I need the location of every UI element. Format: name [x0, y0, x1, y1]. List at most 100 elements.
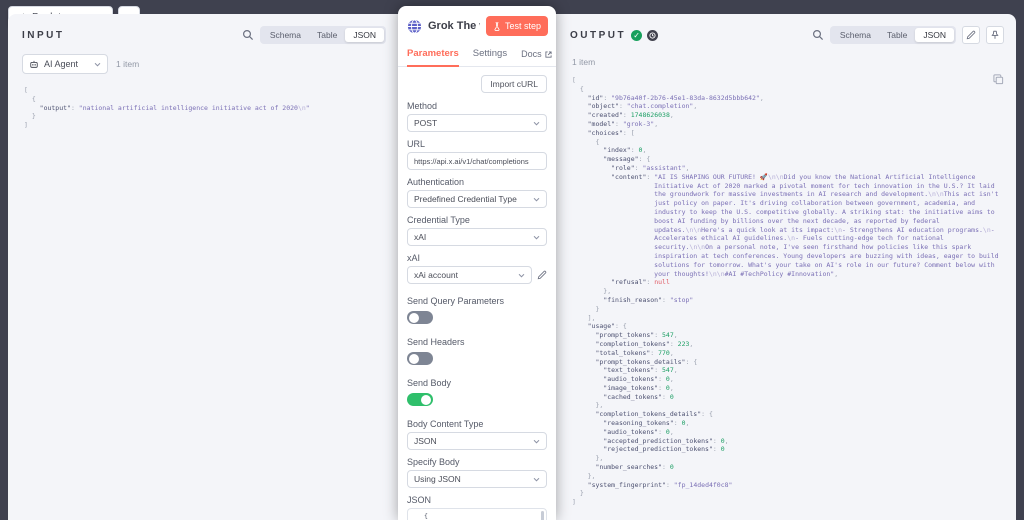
json-body-editor[interactable]: fx { "model": "grok-3", "messages": [ { … [407, 508, 547, 520]
output-panel: OUTPUT ✓ Schema Table JSON [556, 14, 1016, 520]
body-content-type-select[interactable]: JSON [407, 432, 547, 450]
xai-credential-field: xAI xAi account [407, 253, 547, 284]
json-line: [ [572, 76, 576, 84]
send-headers-field: Send Headers [407, 337, 547, 365]
xai-credential-select[interactable]: xAi account [407, 266, 532, 284]
json-line: "choices": [ [587, 128, 635, 137]
output-items-count: 1 item [572, 57, 596, 67]
json-line: "model": "grok-3", [587, 119, 659, 128]
parameters-form: Import cURL Method POST URL https://api.… [398, 67, 556, 520]
tab-settings[interactable]: Settings [472, 48, 508, 59]
json-line: "text_tokens": 547, [603, 366, 678, 375]
test-step-button[interactable]: Test step [485, 16, 548, 36]
authentication-select[interactable]: Predefined Credential Type [407, 190, 547, 208]
send-headers-toggle[interactable] [407, 352, 433, 365]
json-line: { [31, 94, 36, 103]
input-tab-json[interactable]: JSON [345, 28, 384, 42]
json-line: { [579, 84, 584, 93]
pin-data-button[interactable] [986, 26, 1004, 44]
credential-type-select[interactable]: xAI [407, 228, 547, 246]
method-label: Method [407, 101, 438, 111]
node-settings-panel: Grok The writer Test step Parameters Set… [398, 6, 556, 520]
json-line: "role": "assistant", [611, 163, 690, 172]
specify-body-select[interactable]: Using JSON [407, 470, 547, 488]
input-source-select[interactable]: AI Agent [22, 54, 108, 74]
url-label: URL [407, 139, 426, 149]
xai-credential-value: xAi account [414, 270, 458, 280]
json-line: [ [24, 86, 28, 94]
json-line: "total_tokens": 770, [595, 348, 674, 357]
json-line: "number_searches": 0 [595, 463, 674, 472]
send-query-parameters-toggle[interactable] [407, 311, 433, 324]
body-content-type-label: Body Content Type [407, 419, 484, 429]
json-line: "audio_tokens": 0, [603, 375, 674, 384]
external-link-icon [545, 50, 552, 58]
output-panel-title: OUTPUT [570, 29, 627, 41]
search-icon[interactable] [812, 29, 824, 41]
json-body-label: JSON [407, 495, 432, 505]
url-value: https://api.x.ai/v1/chat/completions [414, 156, 529, 166]
json-line: "content": "AI IS SHAPING OUR FUTURE! 🚀\… [611, 172, 1003, 278]
send-headers-label: Send Headers [407, 337, 465, 347]
edit-pencil-icon[interactable] [537, 270, 547, 280]
json-line: }, [603, 287, 612, 296]
json-line: } [595, 304, 600, 313]
json-line: "finish_reason": "stop" [603, 295, 694, 304]
url-input[interactable]: https://api.x.ai/v1/chat/completions [407, 152, 547, 170]
method-value: POST [414, 118, 438, 128]
output-tab-schema[interactable]: Schema [832, 28, 879, 42]
docs-link[interactable]: Docs [521, 49, 552, 59]
json-line: "reasoning_tokens": 0, [603, 419, 690, 428]
chevron-down-icon [533, 439, 540, 443]
json-line: "completion_tokens": 223, [595, 339, 694, 348]
body-content-type-value: JSON [414, 436, 437, 446]
json-line: "audio_tokens": 0, [603, 427, 674, 436]
tab-parameters[interactable]: Parameters [407, 42, 459, 67]
specify-body-label: Specify Body [407, 457, 460, 467]
json-line: "refusal": null [611, 278, 670, 287]
input-panel: INPUT Schema Table JSON AI Agent 1 item … [8, 14, 398, 520]
json-line: "prompt_tokens_details": { [595, 357, 698, 366]
json-body-field: JSON fx { "model": "grok-3", "messages":… [407, 495, 547, 520]
json-line: "accepted_prediction_tokens": 0, [603, 436, 729, 445]
test-step-label: Test step [504, 21, 541, 31]
json-body-code: { "model": "grok-3", "messages": [ { "ro… [424, 512, 538, 520]
credential-type-label: Credential Type [407, 215, 470, 225]
json-line: "index": 0, [603, 146, 647, 155]
chevron-down-icon [533, 477, 540, 481]
json-line: "cached_tokens": 0 [603, 392, 674, 401]
json-line: "prompt_tokens": 547, [595, 331, 678, 340]
send-body-label: Send Body [407, 378, 452, 388]
input-tab-table[interactable]: Table [309, 28, 345, 42]
output-tab-json[interactable]: JSON [915, 28, 954, 42]
chevron-down-icon [533, 121, 540, 125]
json-line: "system_fingerprint": "fp_14ded4f0c8" [587, 480, 733, 489]
method-select[interactable]: POST [407, 114, 547, 132]
search-icon[interactable] [242, 29, 254, 41]
json-line: "output": "national artificial intellige… [39, 103, 310, 112]
pin-icon [991, 30, 999, 39]
specify-body-value: Using JSON [414, 474, 461, 484]
node-title: Grok The writer [428, 20, 480, 32]
authentication-value: Predefined Credential Type [414, 194, 517, 204]
import-curl-button[interactable]: Import cURL [481, 75, 547, 93]
editor-scrollbar[interactable] [541, 511, 544, 520]
output-view-switcher: Schema Table JSON [829, 26, 956, 44]
body-content-type-field: Body Content Type JSON [407, 419, 547, 450]
send-body-toggle[interactable] [407, 393, 433, 406]
json-line: } [31, 112, 36, 121]
send-body-field: Send Body [407, 378, 547, 406]
edit-output-button[interactable] [962, 26, 980, 44]
json-line: ] [572, 498, 576, 507]
json-line: "completion_tokens_details": { [595, 410, 713, 419]
output-tab-table[interactable]: Table [879, 28, 915, 42]
flask-icon [494, 21, 500, 31]
http-request-node-icon [407, 18, 422, 34]
input-tab-schema[interactable]: Schema [262, 28, 309, 42]
copy-output-icon[interactable] [993, 74, 1004, 85]
credential-type-field: Credential Type xAI [407, 215, 547, 246]
json-line: }, [595, 401, 604, 410]
chevron-down-icon [533, 235, 540, 239]
input-json-view: [{"output": "national artificial intelli… [8, 80, 398, 138]
